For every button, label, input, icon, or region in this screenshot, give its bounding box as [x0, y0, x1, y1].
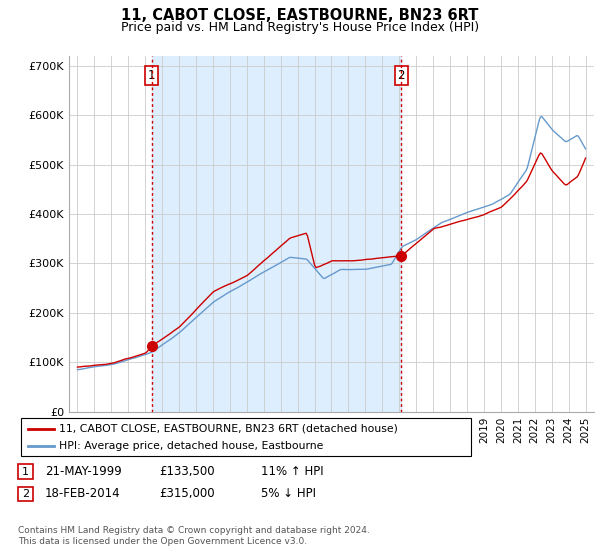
Text: Price paid vs. HM Land Registry's House Price Index (HPI): Price paid vs. HM Land Registry's House …	[121, 21, 479, 34]
Text: 2: 2	[22, 489, 29, 499]
Text: Contains HM Land Registry data © Crown copyright and database right 2024.
This d: Contains HM Land Registry data © Crown c…	[18, 526, 370, 546]
Text: 1: 1	[22, 466, 29, 477]
Text: £315,000: £315,000	[159, 487, 215, 501]
Text: 11, CABOT CLOSE, EASTBOURNE, BN23 6RT: 11, CABOT CLOSE, EASTBOURNE, BN23 6RT	[121, 8, 479, 24]
Bar	[152, 56, 401, 412]
Text: £133,500: £133,500	[159, 465, 215, 478]
Text: 5% ↓ HPI: 5% ↓ HPI	[261, 487, 316, 501]
Text: HPI: Average price, detached house, Eastbourne: HPI: Average price, detached house, East…	[59, 441, 323, 451]
Text: 2: 2	[398, 69, 405, 82]
Text: 1: 1	[148, 69, 155, 82]
Text: 21-MAY-1999: 21-MAY-1999	[45, 465, 122, 478]
Text: 11% ↑ HPI: 11% ↑ HPI	[261, 465, 323, 478]
Text: 11, CABOT CLOSE, EASTBOURNE, BN23 6RT (detached house): 11, CABOT CLOSE, EASTBOURNE, BN23 6RT (d…	[59, 423, 398, 433]
Text: 18-FEB-2014: 18-FEB-2014	[45, 487, 121, 501]
